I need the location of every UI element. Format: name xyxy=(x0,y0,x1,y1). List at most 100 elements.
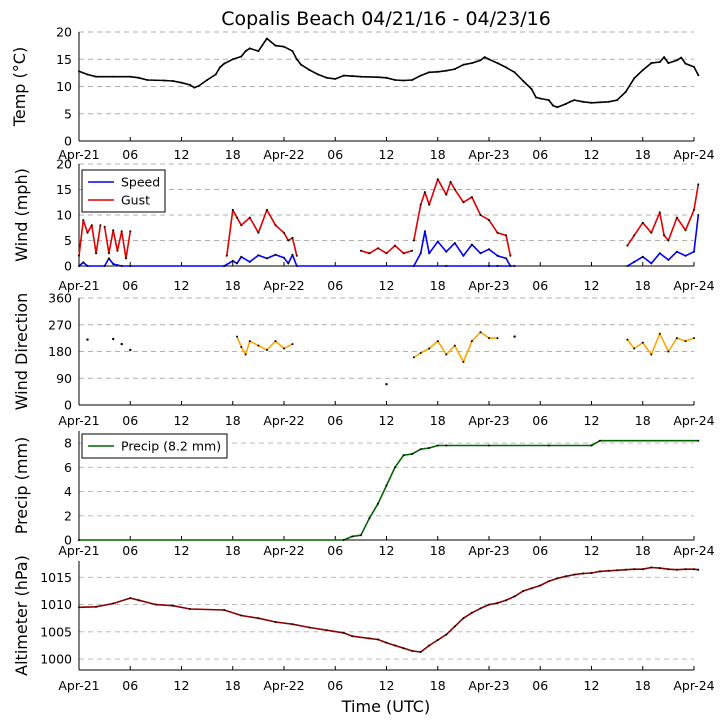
alt-altimeter-point xyxy=(641,568,644,571)
wind-speed-point xyxy=(505,257,508,260)
temp-temp-point xyxy=(522,80,525,82)
wind-gust-point xyxy=(402,252,405,255)
wind-gust-point xyxy=(112,229,115,232)
wind-gust-point xyxy=(658,211,661,214)
wdir-xtick-label: 12 xyxy=(379,413,395,428)
wind-gust-point xyxy=(626,244,629,247)
wind-gust-point xyxy=(411,249,414,252)
temp-temp-point xyxy=(163,79,166,82)
wind-gust-point xyxy=(633,234,636,237)
alt-altimeter-point xyxy=(453,625,456,628)
temp-temp-point xyxy=(663,56,666,59)
wdir-direction-line-1 xyxy=(413,331,498,363)
wdir-direction-point xyxy=(453,344,456,347)
temp-temp-point xyxy=(684,62,687,65)
precip-precip-8-2-mm-point xyxy=(359,534,362,537)
alt-altimeter-point xyxy=(684,568,687,571)
temp-temp-point xyxy=(351,75,354,78)
temp-temp-point xyxy=(394,79,396,81)
temp-temp-point xyxy=(244,50,247,53)
wind-gust-point xyxy=(423,191,426,194)
precip-xtick-label: 06 xyxy=(327,543,343,558)
wind-speed-point xyxy=(274,253,277,256)
temp-temp-point xyxy=(590,101,593,104)
wind-xtick-label: 06 xyxy=(532,278,548,293)
temp-temp-point xyxy=(359,75,362,78)
alt-altimeter-point xyxy=(394,644,396,647)
temp-xtick-label: 12 xyxy=(584,147,600,162)
temp-temp-point xyxy=(445,69,448,72)
alt-xtick-label: 12 xyxy=(379,678,395,693)
wind-gust-line-4 xyxy=(413,178,512,256)
precip-legend-label: Precip (8.2 mm) xyxy=(121,439,221,454)
temp-temp-point xyxy=(385,76,388,79)
wdir-xtick-label: 12 xyxy=(584,413,600,428)
wind-speed-point xyxy=(445,250,448,253)
temp-temp-point xyxy=(641,69,644,72)
wind-speed-point xyxy=(86,265,89,267)
alt-altimeter-point xyxy=(582,572,584,575)
precip-ytick-label: 6 xyxy=(64,460,72,475)
temp-temp-point xyxy=(325,76,328,79)
wind-speed-point xyxy=(445,265,448,267)
wdir-direction-point xyxy=(684,340,687,343)
wind-gust-point xyxy=(283,231,285,234)
alt-altimeter-point xyxy=(564,575,567,578)
wind-speed-point xyxy=(462,254,465,257)
alt-altimeter-point xyxy=(137,599,140,602)
alt-altimeter-point xyxy=(496,602,499,604)
wind-gust-point xyxy=(95,252,98,255)
wind-gust-point xyxy=(368,252,371,255)
precip-precip-8-2-mm-point xyxy=(411,453,414,455)
wind-gust-point xyxy=(496,231,499,234)
temp-ytick-label: 10 xyxy=(56,79,72,94)
alt-altimeter-point xyxy=(693,568,695,571)
wind-gust-point xyxy=(428,203,431,206)
wdir-isolated-point xyxy=(86,338,89,341)
temp-temp-point xyxy=(470,62,473,65)
temp-xtick-label: Apr-24 xyxy=(673,147,714,162)
wind-speed-point xyxy=(107,257,110,260)
wdir-xtick-label: 06 xyxy=(122,413,138,428)
alt-xtick-label: 18 xyxy=(635,678,651,693)
alt-y-axis-label: Altimeter (hPa) xyxy=(12,555,31,676)
temp-temp-point xyxy=(552,104,555,107)
wind-xtick-label: 18 xyxy=(225,278,241,293)
temp-temp-point xyxy=(291,50,294,53)
wind-speed-line-2 xyxy=(626,214,700,267)
wdir-ytick-label: 180 xyxy=(48,344,72,359)
temp-temp-point xyxy=(667,62,670,65)
wdir-isolated-point xyxy=(120,342,123,346)
wind-speed-point xyxy=(223,265,226,267)
precip-ytick-label: 2 xyxy=(64,508,72,523)
temp-temp-point xyxy=(496,62,499,65)
wind-speed-point xyxy=(291,253,294,256)
wind-gust-point xyxy=(693,208,695,211)
alt-altimeter-point xyxy=(624,568,627,571)
precip-precip-8-2-mm-point xyxy=(590,444,593,447)
temp-xtick-label: 06 xyxy=(327,147,343,162)
alt-altimeter-point xyxy=(112,602,115,605)
wind-gust-point xyxy=(650,231,653,234)
wind-gust-point xyxy=(462,201,465,204)
precip-precip-8-2-mm-point xyxy=(377,502,379,505)
wind-gust-point xyxy=(436,178,439,181)
alt-altimeter-point xyxy=(607,569,610,572)
temp-temp-point xyxy=(342,74,345,77)
wind-legend-box xyxy=(81,169,166,213)
temp-temp-point xyxy=(223,62,226,65)
precip-xtick-label: 12 xyxy=(379,543,395,558)
wind-gust-point xyxy=(291,236,294,239)
wind-speed-point xyxy=(423,230,426,233)
precip-precip-8-2-mm-point xyxy=(445,444,448,447)
temp-temp-point xyxy=(189,83,191,86)
alt-altimeter-point xyxy=(590,572,593,574)
precip-xtick-label: 18 xyxy=(430,543,446,558)
wind-speed-line-0 xyxy=(78,254,515,267)
alt-altimeter-point xyxy=(189,608,191,610)
precip-xtick-label: 12 xyxy=(584,543,600,558)
wdir-direction-point xyxy=(479,331,482,334)
wind-gust-point xyxy=(240,224,243,227)
wind-speed-point xyxy=(693,250,695,253)
wind-speed-point xyxy=(496,265,499,267)
